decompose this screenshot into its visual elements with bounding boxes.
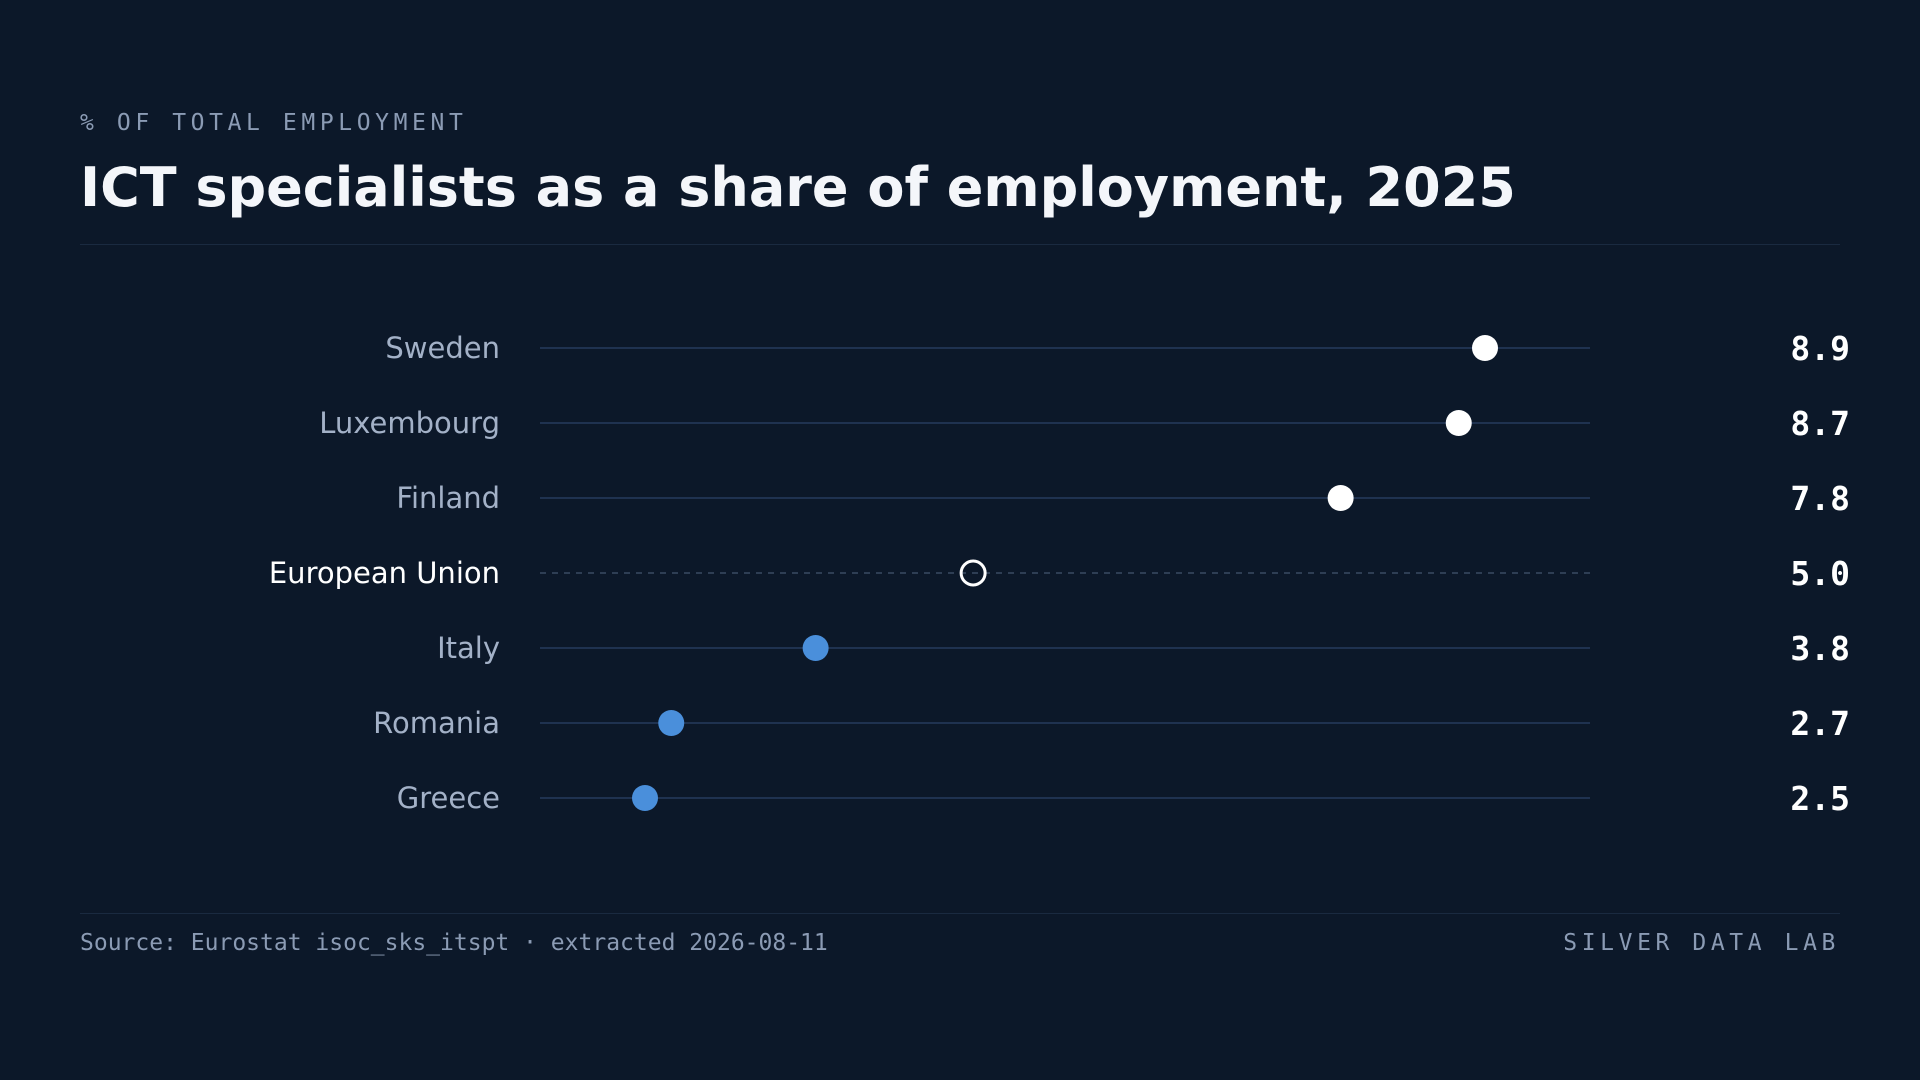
value-label-italy: 3.8 xyxy=(1790,629,1850,668)
category-label-romania: Romania xyxy=(373,706,500,740)
value-label-sweden: 8.9 xyxy=(1790,329,1850,368)
dot-greece xyxy=(632,785,658,811)
category-label-greece: Greece xyxy=(397,781,500,815)
dot-chart: Sweden 8.9 Luxembourg 8.7 Finland 7.8 European… xyxy=(269,329,1850,818)
category-label-finland: Finland xyxy=(396,481,500,515)
dot-romania xyxy=(658,710,685,736)
dot-european-union xyxy=(959,559,987,587)
category-label-luxembourg: Luxembourg xyxy=(319,406,500,440)
footer-divider xyxy=(80,913,1840,914)
value-label-romania: 2.7 xyxy=(1790,704,1850,743)
category-label-sweden: Sweden xyxy=(385,331,500,365)
category-label-italy: Italy xyxy=(437,631,500,665)
dot-italy xyxy=(802,635,829,661)
source-note: Source: Eurostat isoc_sks_itspt · extrac… xyxy=(80,930,828,956)
category-label-european-union: European Union xyxy=(269,556,500,590)
brand-credit: SILVER DATA LAB xyxy=(1563,930,1840,956)
chart-kicker: % OF TOTAL EMPLOYMENT xyxy=(80,110,468,136)
header-divider xyxy=(80,244,1840,245)
dot-sweden xyxy=(1472,335,1498,361)
value-label-european-union: 5.0 xyxy=(1790,554,1850,593)
chart-title: ICT specialists as a share of employment… xyxy=(80,156,1516,219)
dot-luxembourg xyxy=(1445,410,1472,436)
value-label-luxembourg: 8.7 xyxy=(1790,404,1850,443)
value-label-greece: 2.5 xyxy=(1790,779,1850,818)
value-label-finland: 7.8 xyxy=(1790,479,1850,518)
dot-finland xyxy=(1327,485,1354,511)
